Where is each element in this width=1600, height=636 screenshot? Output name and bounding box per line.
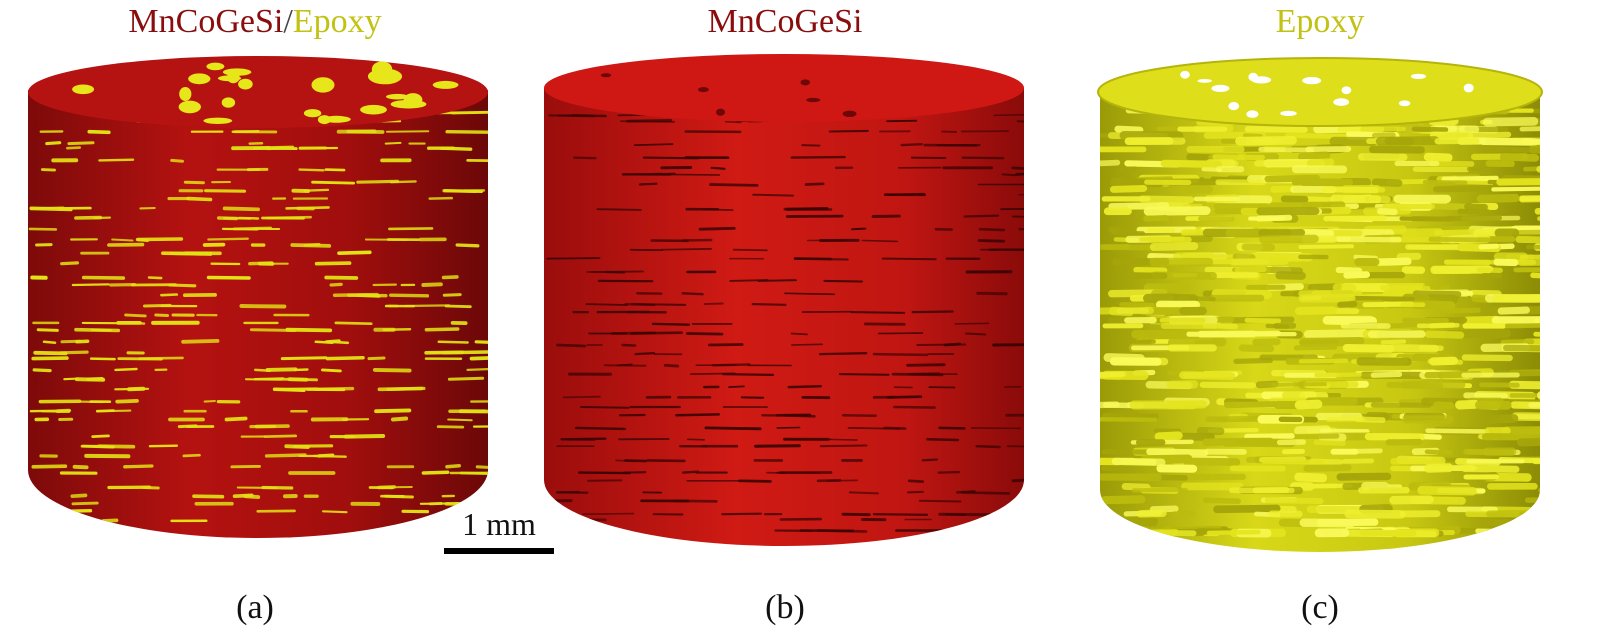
panel-b-title: MnCoGeSi: [530, 2, 1040, 42]
panel-a: MnCoGeSi/Epoxy (a): [0, 0, 510, 636]
composite-cylinder-render: [28, 56, 488, 538]
panel-c: Epoxy (c): [1070, 0, 1570, 636]
panel-b-title-mncogesi: MnCoGeSi: [707, 3, 863, 40]
panel-a-title: MnCoGeSi/Epoxy: [0, 2, 510, 42]
panel-c-title-epoxy: Epoxy: [1275, 3, 1365, 40]
panel-a-title-epoxy: Epoxy: [292, 3, 382, 40]
panel-a-caption: (a): [236, 589, 274, 626]
panel-c-caption: (c): [1301, 589, 1339, 626]
panel-a-title-separator: /: [283, 3, 293, 40]
panel-b: MnCoGeSi (b): [530, 0, 1040, 636]
scale-bar-line: [444, 548, 554, 554]
panel-b-caption: (b): [765, 589, 805, 626]
panel-c-title: Epoxy: [1070, 2, 1570, 42]
mncogesi-cylinder-render: [544, 54, 1024, 546]
panel-a-title-mncogesi: MnCoGeSi: [128, 3, 284, 40]
epoxy-cylinder-render: [1097, 57, 1543, 552]
scale-bar-label: 1 mm: [462, 506, 536, 542]
scale-bar: 1 mm: [444, 506, 554, 554]
